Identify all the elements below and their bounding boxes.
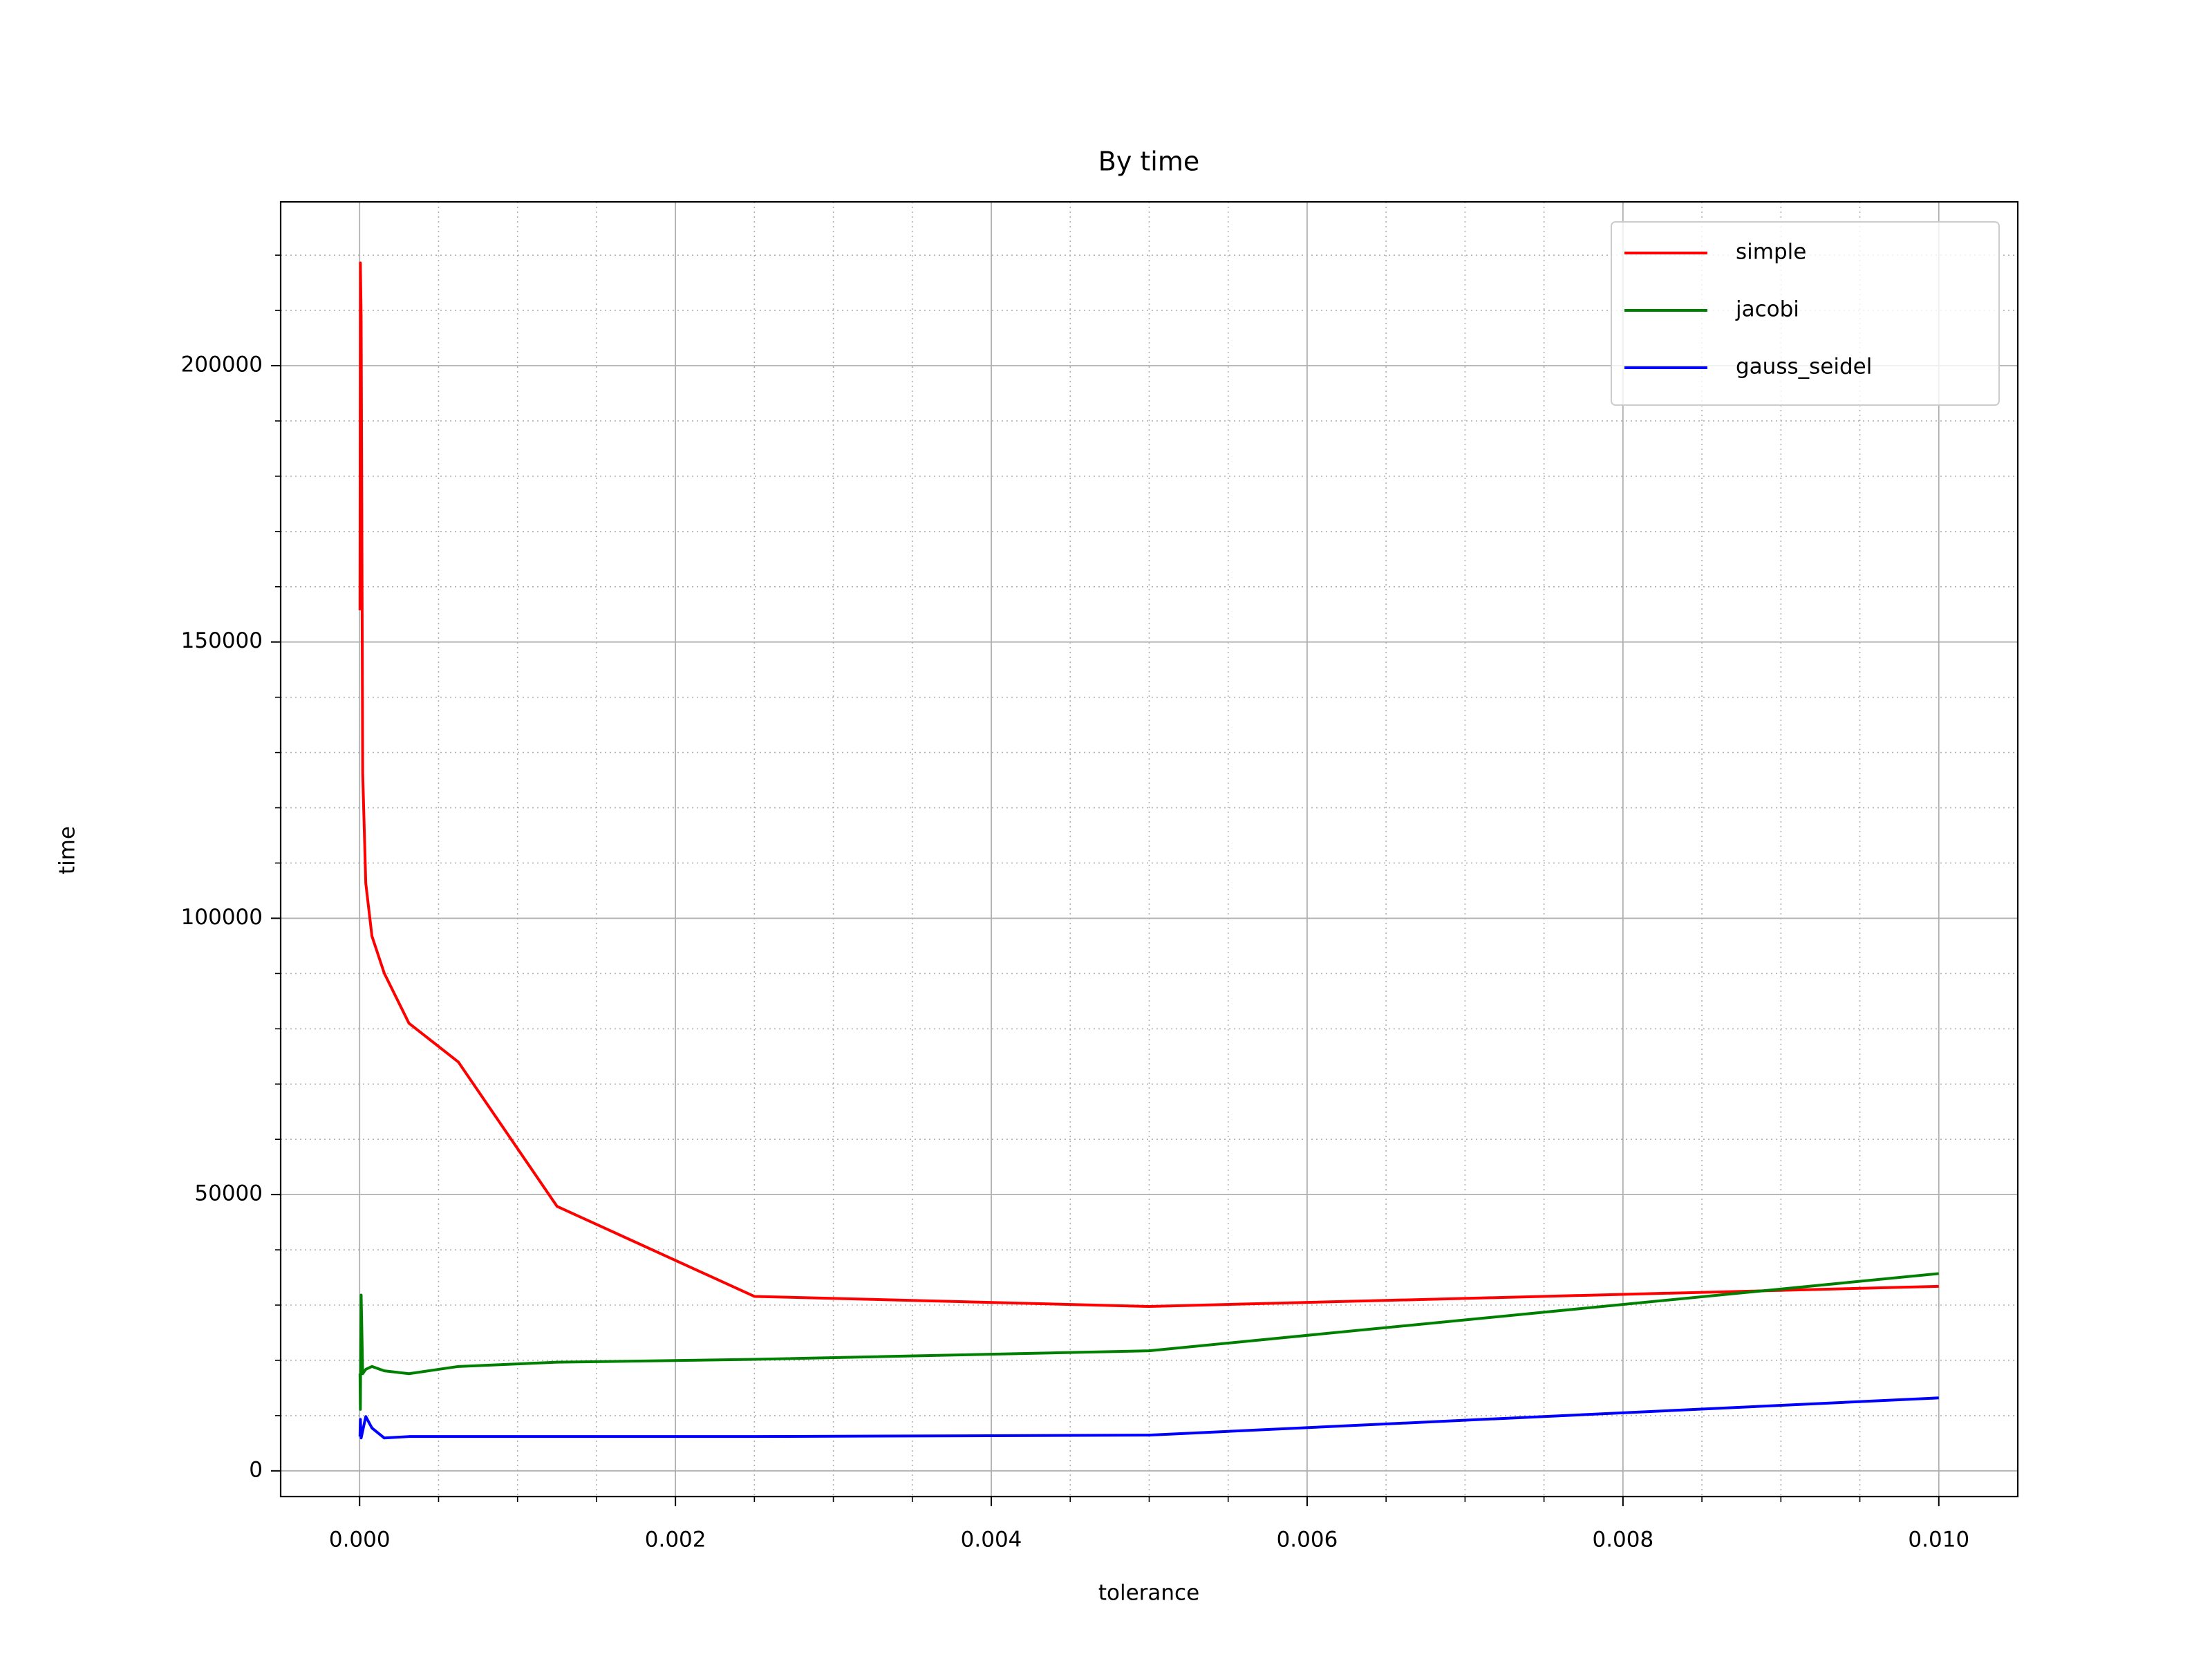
y-tick-label: 150000 xyxy=(181,628,263,653)
plot-frame xyxy=(279,200,2019,1498)
series-line xyxy=(358,1396,1939,1440)
legend-label: gauss_seidel xyxy=(1736,355,1872,379)
series-line xyxy=(358,261,1939,1309)
y-tick-label: 200000 xyxy=(181,353,263,377)
series-line xyxy=(358,1272,1939,1411)
chart-title: By time xyxy=(1098,147,1200,177)
legend-label: simple xyxy=(1736,240,1806,265)
x-tick-label: 0.008 xyxy=(1592,1528,1653,1553)
legend: simple jacobi gauss_seidel xyxy=(1611,221,2000,406)
y-tick-label: 0 xyxy=(249,1457,263,1482)
x-tick-label: 0.000 xyxy=(329,1528,391,1553)
legend-label: jacobi xyxy=(1735,297,1799,322)
x-tick-label: 0.002 xyxy=(645,1528,706,1553)
legend-box xyxy=(1611,221,2000,406)
x-tick-label: 0.004 xyxy=(961,1528,1022,1553)
y-axis-label: time xyxy=(55,826,80,874)
y-tick-label: 50000 xyxy=(194,1181,263,1206)
x-tick-label: 0.006 xyxy=(1277,1528,1338,1553)
x-tick-label: 0.010 xyxy=(1908,1528,1969,1553)
y-tick-label: 100000 xyxy=(181,905,263,930)
x-axis-label: tolerance xyxy=(1098,1581,1199,1606)
